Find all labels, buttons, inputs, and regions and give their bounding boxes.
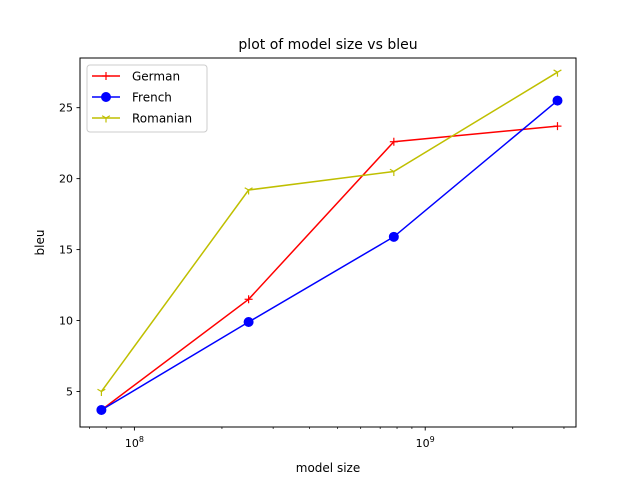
- romanian-point-right: [557, 69, 562, 73]
- x-axis-label: model size: [296, 461, 360, 475]
- french-point: [243, 316, 254, 327]
- legend: German French Romanian: [86, 64, 208, 133]
- legend-marker-romanian-right: [105, 115, 111, 119]
- romanian-point: [244, 187, 253, 195]
- romanian-point: [553, 69, 562, 77]
- legend-label-romanian: Romanian: [132, 112, 192, 126]
- romanian-point: [97, 388, 106, 397]
- legend-entry-romanian: Romanian: [92, 112, 192, 126]
- french-point: [552, 95, 563, 106]
- romanian-point: [389, 168, 399, 177]
- french-point: [388, 231, 399, 242]
- plot-area: [96, 69, 563, 415]
- french-line: [101, 100, 558, 411]
- x-tick-label: 108: [125, 435, 144, 450]
- german-line: [100, 125, 558, 411]
- romanian-point-right: [248, 187, 253, 191]
- french-point: [96, 404, 107, 415]
- legend-marker-french: [101, 92, 111, 102]
- axes-frame: [79, 57, 577, 428]
- y-tick-label: 5: [66, 386, 73, 399]
- legend-entry-german: German: [92, 70, 180, 84]
- romanian-point-left: [244, 187, 249, 191]
- legend-entry-french: French: [92, 91, 172, 105]
- x-tick-label: 109: [416, 435, 435, 450]
- legend-label-german: German: [132, 70, 180, 84]
- chart-title: plot of model size vs bleu: [238, 37, 417, 53]
- legend-marker-romanian-left: [101, 115, 107, 119]
- romanian-point-left: [553, 69, 558, 73]
- romanian-point-left: [389, 168, 395, 173]
- romanian-line: [100, 71, 558, 392]
- legend-marker-romanian: [101, 115, 111, 123]
- german-point: [244, 295, 253, 304]
- x-axis: 108 109: [89, 427, 565, 450]
- german-point: [389, 137, 398, 146]
- y-tick-label: 25: [59, 102, 73, 115]
- romanian-point-left: [97, 388, 102, 393]
- y-axis: 5 10 15 20 25: [59, 102, 80, 399]
- y-tick-label: 10: [59, 315, 73, 328]
- series-french: [96, 95, 563, 415]
- legend-box: [86, 64, 208, 133]
- series-romanian: [97, 69, 562, 397]
- legend-label-french: French: [132, 91, 172, 105]
- german-point: [553, 122, 562, 131]
- y-tick-label: 20: [59, 173, 73, 186]
- romanian-point-right: [393, 168, 399, 173]
- y-axis-label: bleu: [33, 230, 47, 256]
- romanian-point-right: [101, 388, 106, 393]
- legend-marker-german: [102, 72, 110, 80]
- y-tick-label: 15: [59, 244, 73, 257]
